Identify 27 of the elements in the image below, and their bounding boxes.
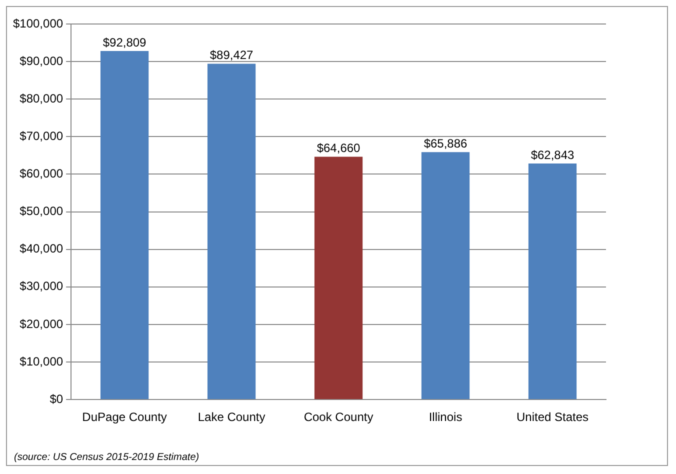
x-tick-label: United States bbox=[516, 410, 589, 424]
text: (source: US Census 2015-2019 Estimate) bbox=[14, 452, 200, 463]
y-tick-label: $30,000 bbox=[20, 279, 64, 294]
y-tick-label: $90,000 bbox=[20, 54, 64, 68]
data-label: $89,427 bbox=[210, 48, 254, 62]
y-tick-label: $50,000 bbox=[20, 204, 64, 218]
y-tick-label: $0 bbox=[50, 392, 64, 406]
data-label: $92,809 bbox=[102, 35, 147, 50]
y-tick-label: $20,000 bbox=[20, 316, 64, 331]
x-tick-label: DuPage County bbox=[82, 410, 167, 424]
x-tick-label: Lake County bbox=[198, 410, 266, 424]
y-tick-label: $100,000 bbox=[12, 16, 64, 30]
bar bbox=[421, 152, 470, 400]
bar bbox=[100, 51, 149, 400]
bar bbox=[207, 64, 256, 400]
x-tick-label: Illinois bbox=[428, 410, 462, 424]
data-label: $62,843 bbox=[530, 148, 575, 162]
bar bbox=[314, 156, 363, 400]
y-tick-label: $80,000 bbox=[20, 91, 64, 106]
y-tick-label: $60,000 bbox=[20, 166, 64, 181]
y-tick-label: $10,000 bbox=[20, 354, 64, 368]
y-tick-label: $70,000 bbox=[20, 128, 64, 143]
y-tick-label: $40,000 bbox=[20, 242, 64, 256]
data-label: $64,660 bbox=[316, 141, 361, 156]
data-label: $65,886 bbox=[424, 136, 468, 150]
bar bbox=[528, 164, 577, 400]
x-tick-label: Cook County bbox=[304, 410, 374, 424]
